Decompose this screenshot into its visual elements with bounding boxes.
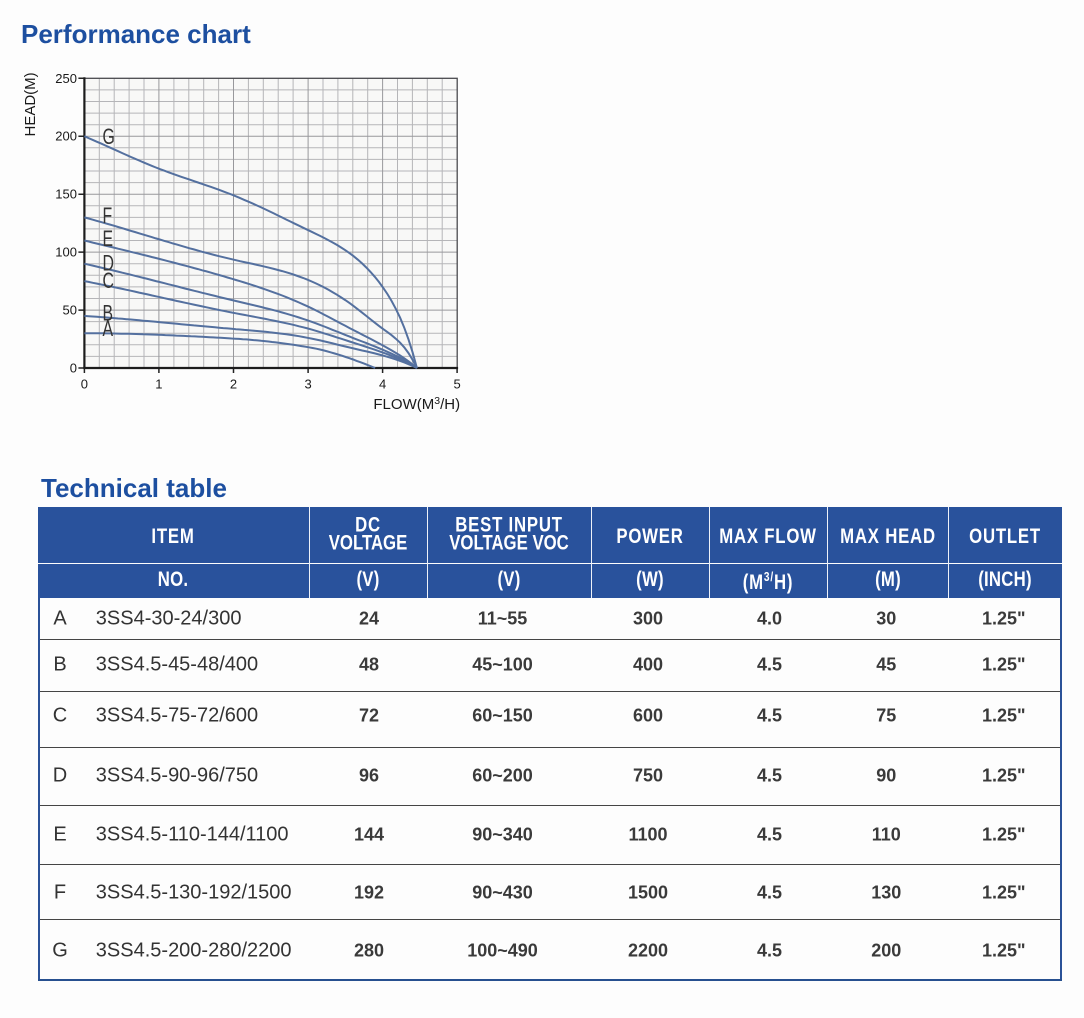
svg-text:2: 2 [230, 377, 237, 392]
svg-text:E: E [103, 228, 114, 252]
svg-text:0: 0 [70, 361, 77, 376]
svg-text:4: 4 [379, 377, 386, 392]
svg-text:1: 1 [155, 377, 162, 392]
svg-text:150: 150 [55, 187, 77, 202]
svg-text:FLOW(M3/H): FLOW(M3/H) [373, 395, 460, 413]
svg-text:0: 0 [81, 377, 88, 392]
svg-text:3: 3 [304, 377, 311, 392]
svg-text:B: B [103, 302, 114, 326]
svg-text:D: D [103, 252, 114, 276]
svg-text:100: 100 [55, 245, 77, 260]
svg-text:A: A [103, 318, 114, 342]
svg-text:HEAD(M): HEAD(M) [22, 72, 39, 136]
svg-text:200: 200 [55, 129, 77, 144]
svg-text:G: G [103, 126, 115, 150]
svg-text:250: 250 [55, 71, 77, 86]
svg-text:50: 50 [63, 303, 77, 318]
svg-text:C: C [103, 270, 115, 294]
svg-text:5: 5 [453, 377, 460, 392]
svg-text:F: F [103, 205, 113, 229]
